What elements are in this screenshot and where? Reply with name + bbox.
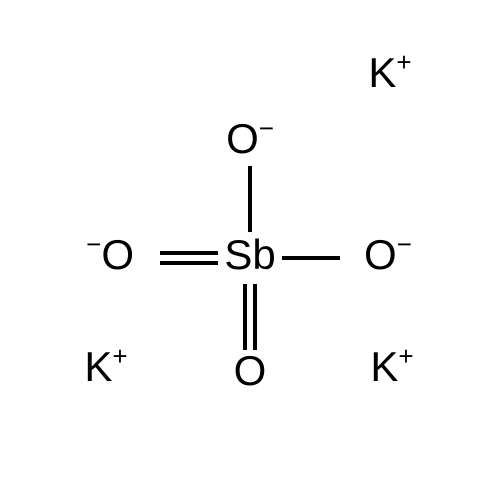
charge: + <box>112 341 127 371</box>
atom-label-o_bottom: O <box>234 347 267 394</box>
charge: + <box>398 341 413 371</box>
element: K <box>368 49 396 96</box>
atom-k_br: K+ <box>370 341 413 390</box>
element: O <box>101 231 134 278</box>
atom-o_bottom: O <box>234 347 267 394</box>
atom-k_tr: K+ <box>368 47 411 96</box>
atom-label-o_left: −O <box>86 229 134 278</box>
charge: − <box>86 229 101 259</box>
atom-label-k_bl: K+ <box>84 341 127 390</box>
element: O <box>226 115 259 162</box>
atom-sb: Sb <box>224 231 275 278</box>
charge: − <box>259 113 274 143</box>
charge: + <box>396 47 411 77</box>
chemical-structure-diagram: SbO−−OO−OK+K+K+ <box>0 0 500 500</box>
atom-o_left: −O <box>86 229 134 278</box>
atom-o_top: O− <box>226 113 274 162</box>
atom-label-k_tr: K+ <box>368 47 411 96</box>
atom-label-o_right: O− <box>364 229 412 278</box>
element: K <box>370 343 398 390</box>
element: Sb <box>224 231 275 278</box>
element: K <box>84 343 112 390</box>
atom-o_right: O− <box>364 229 412 278</box>
charge: − <box>397 229 412 259</box>
atom-label-o_top: O− <box>226 113 274 162</box>
element: O <box>364 231 397 278</box>
atom-label-sb: Sb <box>224 231 275 278</box>
atom-label-k_br: K+ <box>370 341 413 390</box>
atom-k_bl: K+ <box>84 341 127 390</box>
element: O <box>234 347 267 394</box>
